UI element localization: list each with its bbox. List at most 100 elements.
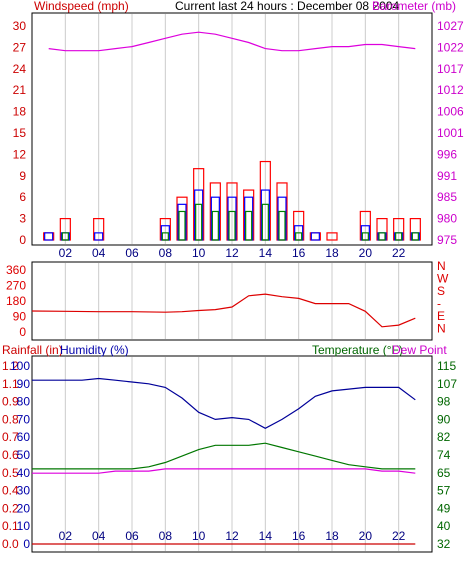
rainfall-axis-label: Rainfall (in) [2,343,63,357]
direction-degree-tick-label: 0 [19,325,26,339]
wind-minimum-bar [411,232,419,241]
chart-title: Current last 24 hours : December 08 2004 [175,0,399,13]
rainfall-tick-label: 1.1 [2,377,19,391]
direction-degree-tick-label: 360 [6,263,26,277]
humidity-tick-label: 20 [17,501,31,515]
temperature-tick-label: 82 [437,430,451,444]
direction-compass-tick-label: N [437,259,446,273]
wind-x-tick-label: 22 [392,246,406,260]
humidity-tick-label: 80 [17,395,31,409]
wind-minimum-bar [195,203,203,241]
humidity-panel-frame [31,355,433,553]
humidity-series-line [32,377,416,429]
rainfall-tick-label: 0.0 [2,537,19,551]
wind-minimum-bar [295,232,303,241]
wind-direction-series-line [31,293,416,328]
temperature-tick-label: 57 [437,484,451,498]
humidity-x-tick-label: 10 [192,529,206,543]
direction-panel-frame [31,261,433,341]
rainfall-tick-label: 0.7 [2,430,19,444]
direction-degree-tick-label: 90 [13,310,27,324]
wind-minimum-bar [228,210,236,241]
dewpoint-axis-label: Dew Point [392,343,447,357]
temperature-tick-label: 65 [437,466,451,480]
temperature-tick-label: 98 [437,395,451,409]
barometer-tick-label: 975 [437,233,457,247]
direction-degree-tick-label: 180 [6,294,26,308]
humidity-x-tick-label: 16 [292,529,306,543]
rainfall-tick-label: 0.2 [2,501,19,515]
direction-compass-tick-label: E [437,309,445,323]
windspeed-tick-label: 3 [19,212,26,226]
windspeed-tick-label: 18 [13,105,27,119]
humidity-x-tick-label: 20 [359,529,373,543]
wind-gust-bar [326,232,338,241]
temperature-axis-label: Temperature (°F) [312,343,403,357]
rainfall-tick-label: 0.6 [2,448,19,462]
wind-x-tick-label: 04 [92,246,106,260]
windspeed-tick-label: 24 [13,62,27,76]
direction-compass-tick-label: N [437,322,446,336]
windspeed-axis-label: Windspeed (mph) [34,0,129,13]
temperature-tick-label: 107 [437,377,457,391]
barometer-tick-label: 996 [437,147,457,161]
barometer-tick-label: 1006 [437,105,464,119]
rainfall-tick-label: 0.9 [2,395,19,409]
wind-panel-frame [31,12,433,246]
rainfall-tick-label: 0.5 [2,466,19,480]
humidity-x-tick-label: 06 [125,529,139,543]
humidity-x-tick-label: 08 [159,529,173,543]
humidity-tick-label: 50 [17,448,31,462]
barometer-tick-label: 1001 [437,126,464,140]
humidity-tick-label: 40 [17,466,31,480]
humidity-x-tick-label: 14 [259,529,273,543]
humidity-tick-label: 60 [17,430,31,444]
windspeed-tick-label: 21 [13,83,27,97]
wind-minimum-bar [261,203,269,241]
temperature-series-line [32,442,416,470]
wind-average-bar [94,232,104,241]
humidity-x-tick-label: 18 [325,529,339,543]
direction-compass-tick-label: S [437,284,445,298]
wind-minimum-bar [161,232,169,241]
wind-average-bar [44,232,54,241]
direction-compass-tick-label: - [437,297,441,311]
humidity-tick-label: 70 [17,412,31,426]
wind-minimum-bar [361,232,369,241]
barometer-tick-label: 1022 [437,40,464,54]
temperature-tick-label: 49 [437,501,451,515]
barometer-tick-label: 985 [437,190,457,204]
barometer-tick-label: 1017 [437,62,464,76]
humidity-tick-label: 10 [17,519,31,533]
wind-minimum-bar [61,232,69,241]
wind-minimum-bar [378,232,386,241]
wind-x-tick-label: 02 [59,246,73,260]
humidity-x-tick-label: 02 [59,529,73,543]
barometer-axis-label: Barometer (mb) [372,0,456,13]
wind-x-tick-label: 12 [225,246,239,260]
humidity-x-tick-label: 22 [392,529,406,543]
temperature-tick-label: 40 [437,519,451,533]
windspeed-tick-label: 15 [13,126,27,140]
barometer-tick-label: 1027 [437,19,464,33]
humidity-tick-label: 100 [10,359,30,373]
rainfall-tick-label: 0.4 [2,484,19,498]
humidity-tick-label: 0 [23,537,30,551]
wind-x-tick-label: 10 [192,246,206,260]
dewpoint-series-line [32,468,416,474]
wind-minimum-bar [278,210,286,241]
barometer-series-line [48,31,416,52]
humidity-x-tick-label: 12 [225,529,239,543]
rainfall-tick-label: 0.8 [2,412,19,426]
humidity-tick-label: 90 [17,377,31,391]
wind-minimum-bar [211,210,219,241]
wind-x-tick-label: 14 [259,246,273,260]
humidity-tick-label: 30 [17,484,31,498]
temperature-tick-label: 90 [437,412,451,426]
direction-compass-tick-label: W [437,272,449,286]
wind-x-tick-label: 18 [325,246,339,260]
wind-minimum-bar [245,210,253,241]
wind-x-tick-label: 08 [159,246,173,260]
